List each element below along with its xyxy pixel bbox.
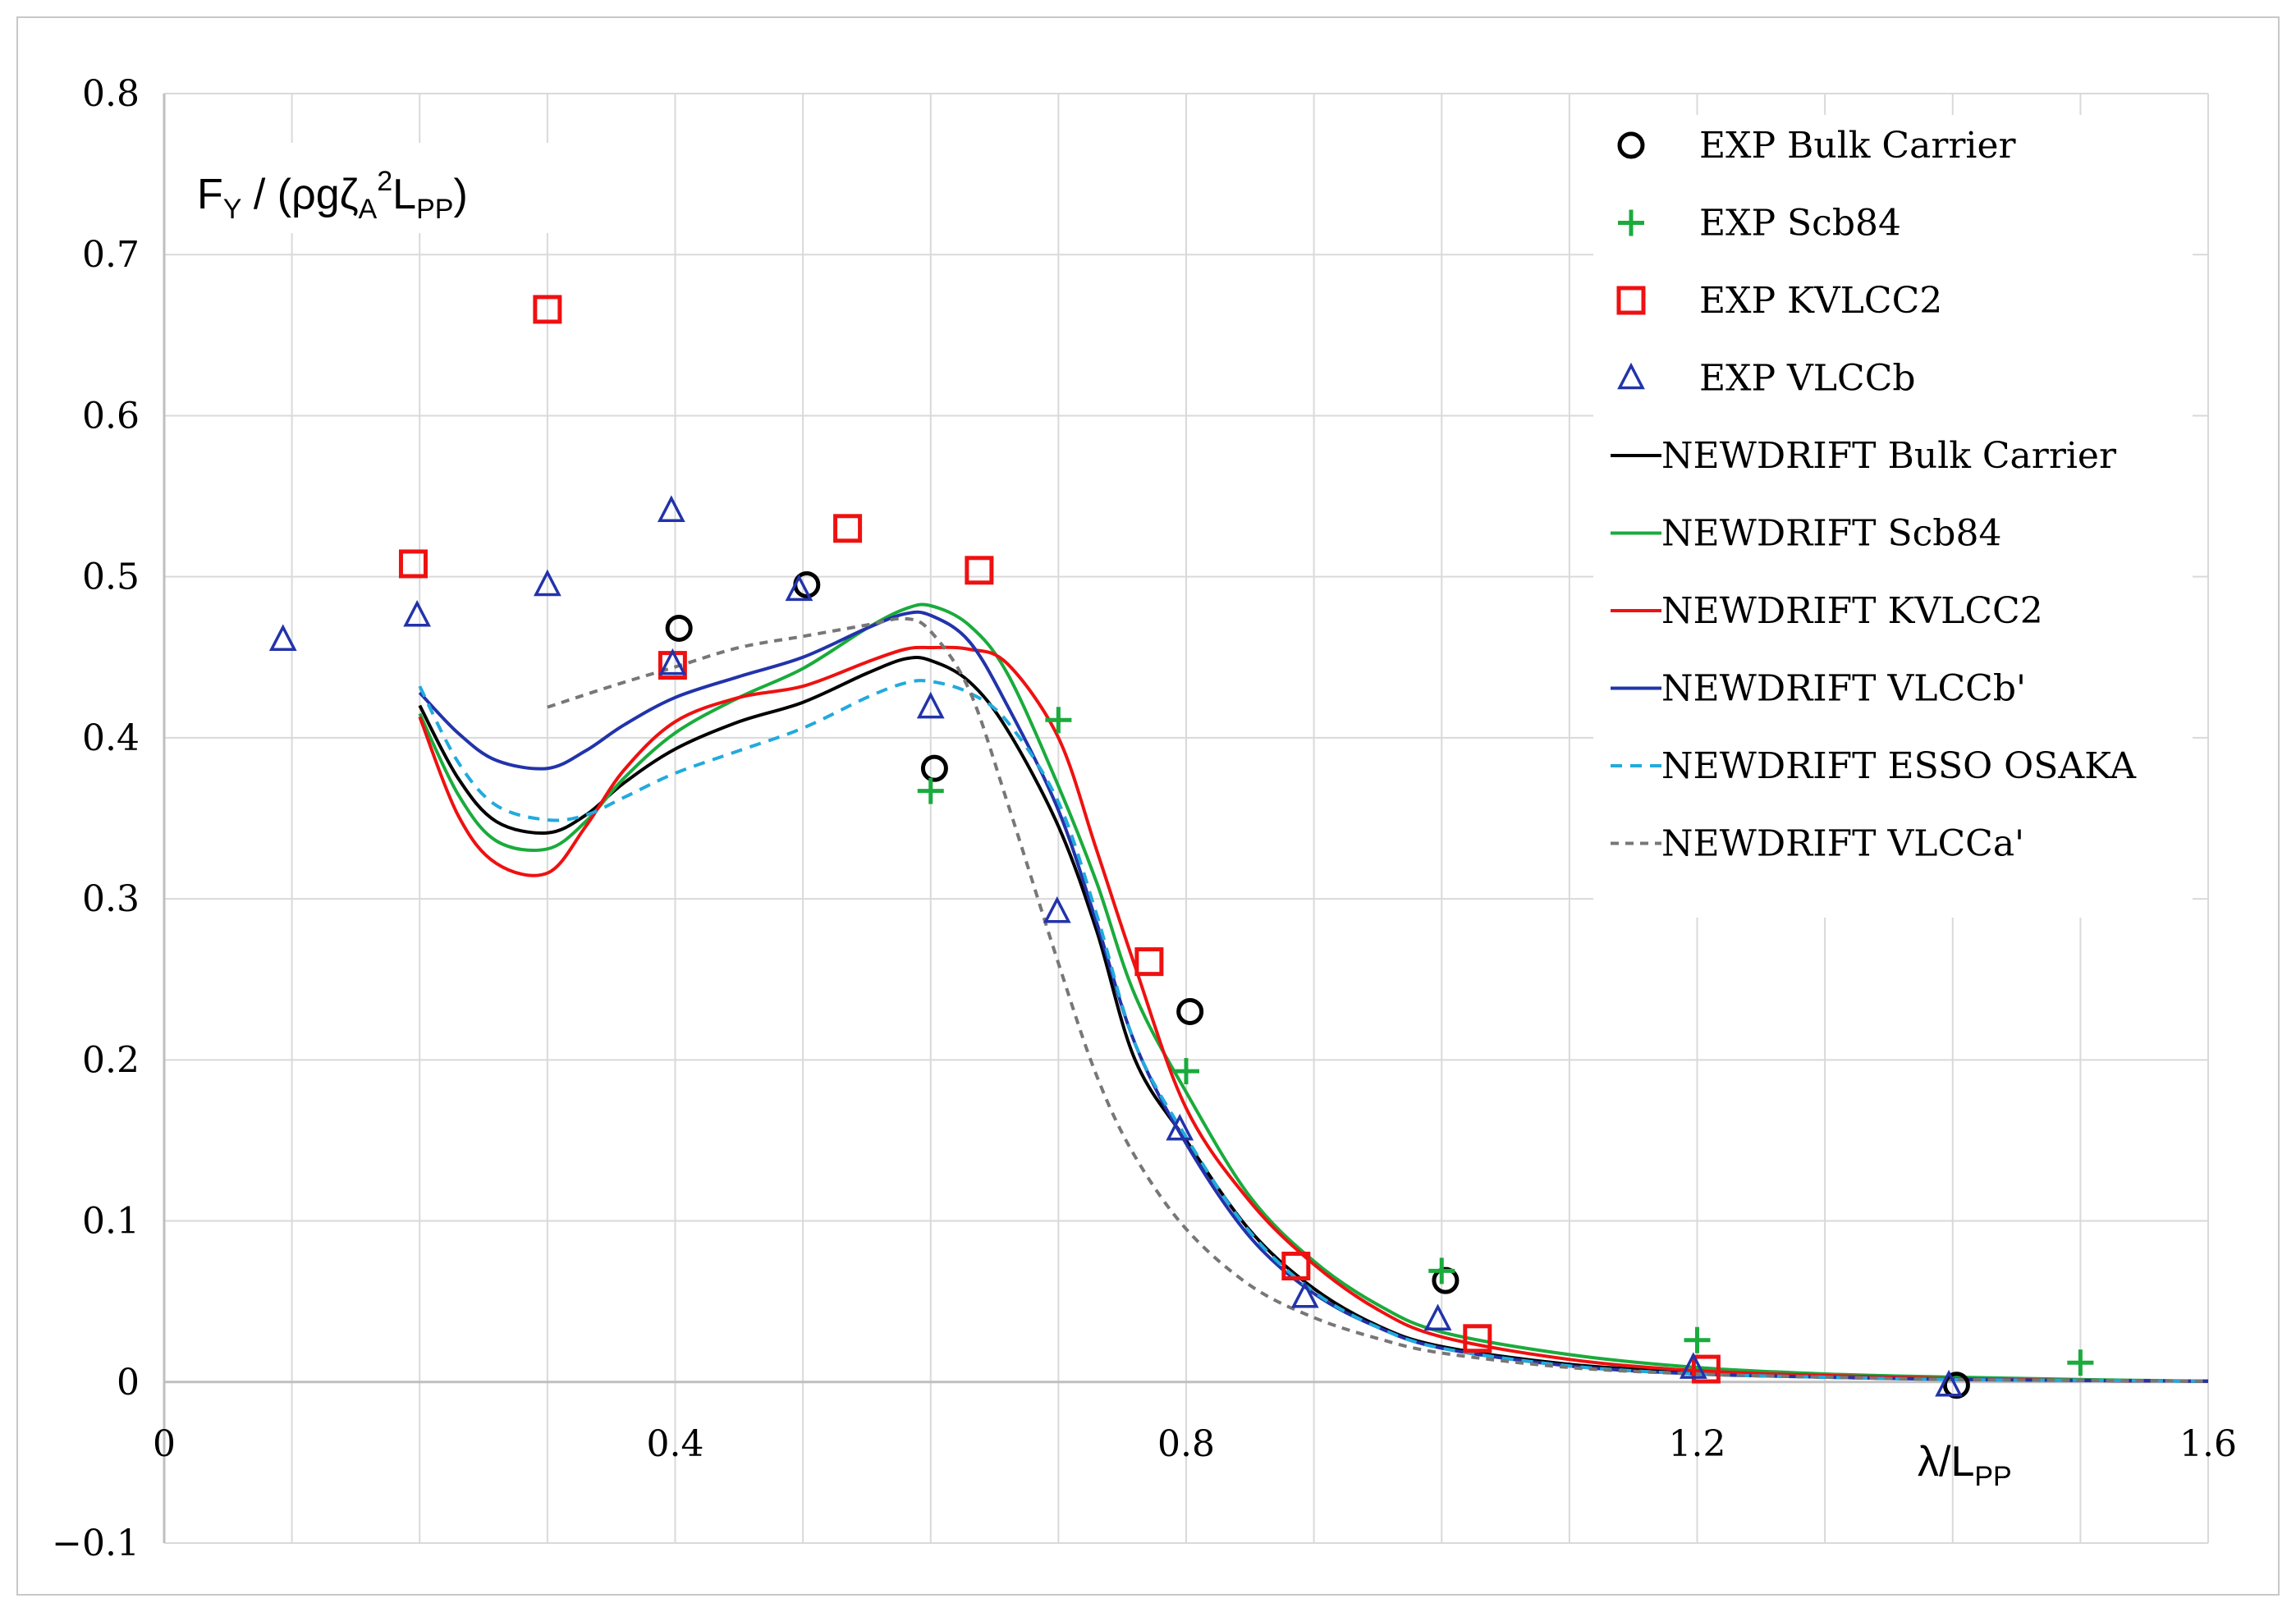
legend-item-exp-vlccb: EXP VLCCb [1617, 358, 1916, 400]
legend-item-newdrift-esso-osaka: NEWDRIFT ESSO OSAKA [1611, 745, 2137, 787]
legend-item-exp-scb84: EXP Scb84 [1618, 203, 1901, 245]
data-point-exp-scb84 [2067, 1349, 2094, 1376]
legend-label: NEWDRIFT KVLCC2 [1661, 590, 2043, 632]
data-point-exp-kvlcc2 [1463, 1324, 1492, 1353]
legend-label: NEWDRIFT VLCCb' [1661, 668, 2026, 710]
data-point-exp-vlccb [657, 495, 685, 522]
legend-swatch [1618, 209, 1644, 236]
legend-item-exp-bulk-carrier: EXP Bulk Carrier [1617, 125, 2017, 167]
legend-swatch [1617, 362, 1645, 390]
legend-item-exp-kvlcc2: EXP KVLCC2 [1616, 280, 1942, 322]
chart-frame: −0.1 0 0.1 0.2 0.3 0.4 0.5 0.6 0.7 0.8 0 0.4 0.8 1.2 1… [16, 16, 2280, 1596]
y-tick-label: 0.6 [82, 395, 140, 437]
x-tick-label: 0 [153, 1423, 176, 1465]
data-point-exp-vlccb [403, 599, 432, 627]
data-point-exp-vlccb [785, 574, 813, 602]
legend-item-newdrift-kvlcc2: NEWDRIFT KVLCC2 [1611, 590, 2043, 632]
y-tick-label: 0.2 [82, 1039, 140, 1081]
data-point-exp-kvlcc2 [533, 295, 562, 324]
y-tick-label: 0.3 [82, 878, 140, 920]
data-point-exp-vlccb [1423, 1303, 1452, 1331]
legend-item-newdrift-vlcca: NEWDRIFT VLCCa' [1611, 823, 2024, 865]
data-point-exp-kvlcc2 [1691, 1354, 1721, 1384]
data-point-exp-kvlcc2 [833, 514, 863, 543]
x-tick-label: 0.8 [1157, 1423, 1215, 1465]
data-point-exp-scb84 [917, 777, 944, 804]
data-point-exp-bulk-carrier [920, 754, 948, 782]
y-tick-label: 0.4 [82, 717, 140, 759]
data-point-exp-vlccb [916, 691, 945, 719]
legend-label: NEWDRIFT ESSO OSAKA [1661, 745, 2137, 787]
data-point-exp-scb84 [1428, 1257, 1455, 1285]
data-point-exp-kvlcc2 [1281, 1251, 1311, 1280]
legend-item-newdrift-vlccb: NEWDRIFT VLCCb' [1611, 668, 2026, 710]
data-point-exp-vlccb [533, 569, 561, 597]
data-point-exp-bulk-carrier [1942, 1372, 1970, 1399]
data-point-exp-scb84 [1173, 1058, 1199, 1085]
series-line-newdrift-scb84 [418, 602, 2209, 1383]
data-point-exp-kvlcc2 [965, 556, 994, 585]
x-tick-label: 1.6 [2179, 1423, 2237, 1465]
tick-labels: −0.1 0 0.1 0.2 0.3 0.4 0.5 0.6 0.7 0.8 0 0.4 0.8 1.2 1… [52, 73, 2237, 1564]
series-line-newdrift-vlcca [547, 616, 2209, 1383]
legend-swatch [1617, 131, 1645, 159]
data-point-exp-vlccb [1679, 1352, 1707, 1379]
y-axis-title: FY / (ρgζA2LPP) [197, 166, 468, 225]
legend: EXP Bulk Carrier EXP Scb84 EXP KVLCC2 EXP V… [1593, 115, 2193, 918]
y-tick-label: 0.7 [82, 234, 140, 276]
legend-label: EXP VLCCb [1699, 358, 1916, 400]
legend-item-newdrift-bulk-carrier: NEWDRIFT Bulk Carrier [1611, 435, 2117, 477]
y-tick-label: −0.1 [52, 1523, 140, 1564]
data-point-exp-vlccb [268, 624, 297, 651]
data-point-exp-bulk-carrier [1176, 997, 1204, 1025]
legend-item-newdrift-scb84: NEWDRIFT Scb84 [1611, 513, 2001, 555]
data-point-exp-vlccb [658, 648, 687, 675]
y-tick-label: 0 [117, 1362, 140, 1404]
y-tick-label: 0.1 [82, 1201, 140, 1243]
legend-box [1593, 115, 2193, 918]
y-tick-label: 0.5 [82, 556, 140, 598]
legend-label: NEWDRIFT Bulk Carrier [1661, 435, 2117, 477]
data-point-exp-scb84 [1045, 707, 1072, 734]
data-point-exp-vlccb [1290, 1280, 1319, 1308]
x-tick-label: 0.4 [647, 1423, 704, 1465]
data-point-exp-vlccb [1043, 896, 1071, 923]
legend-label: NEWDRIFT VLCCa' [1661, 823, 2024, 865]
axes [163, 94, 2208, 1543]
y-axis-title-box [180, 143, 578, 233]
chart-svg: −0.1 0 0.1 0.2 0.3 0.4 0.5 0.6 0.7 0.8 0 0.4 0.8 1.2 1… [52, 73, 2237, 1564]
legend-label: NEWDRIFT Scb84 [1661, 513, 2001, 555]
x-tick-label: 1.2 [1669, 1423, 1726, 1465]
data-point-exp-vlccb [1935, 1369, 1963, 1397]
data-point-exp-scb84 [1684, 1326, 1711, 1353]
data-point-exp-kvlcc2 [398, 549, 428, 579]
series-line-newdrift-kvlcc2 [418, 645, 2209, 1383]
y-tick-label: 0.8 [82, 73, 140, 115]
legend-swatch [1616, 286, 1646, 315]
series-markers [268, 295, 2094, 1399]
legend-label: EXP Bulk Carrier [1699, 125, 2017, 167]
data-point-exp-kvlcc2 [1134, 947, 1164, 977]
data-point-exp-vlccb [1166, 1113, 1194, 1141]
data-point-exp-bulk-carrier [665, 614, 693, 642]
legend-label: EXP Scb84 [1699, 203, 1901, 245]
x-axis-title: λ/LPP [1918, 1438, 2012, 1492]
legend-label: EXP KVLCC2 [1699, 280, 1942, 322]
